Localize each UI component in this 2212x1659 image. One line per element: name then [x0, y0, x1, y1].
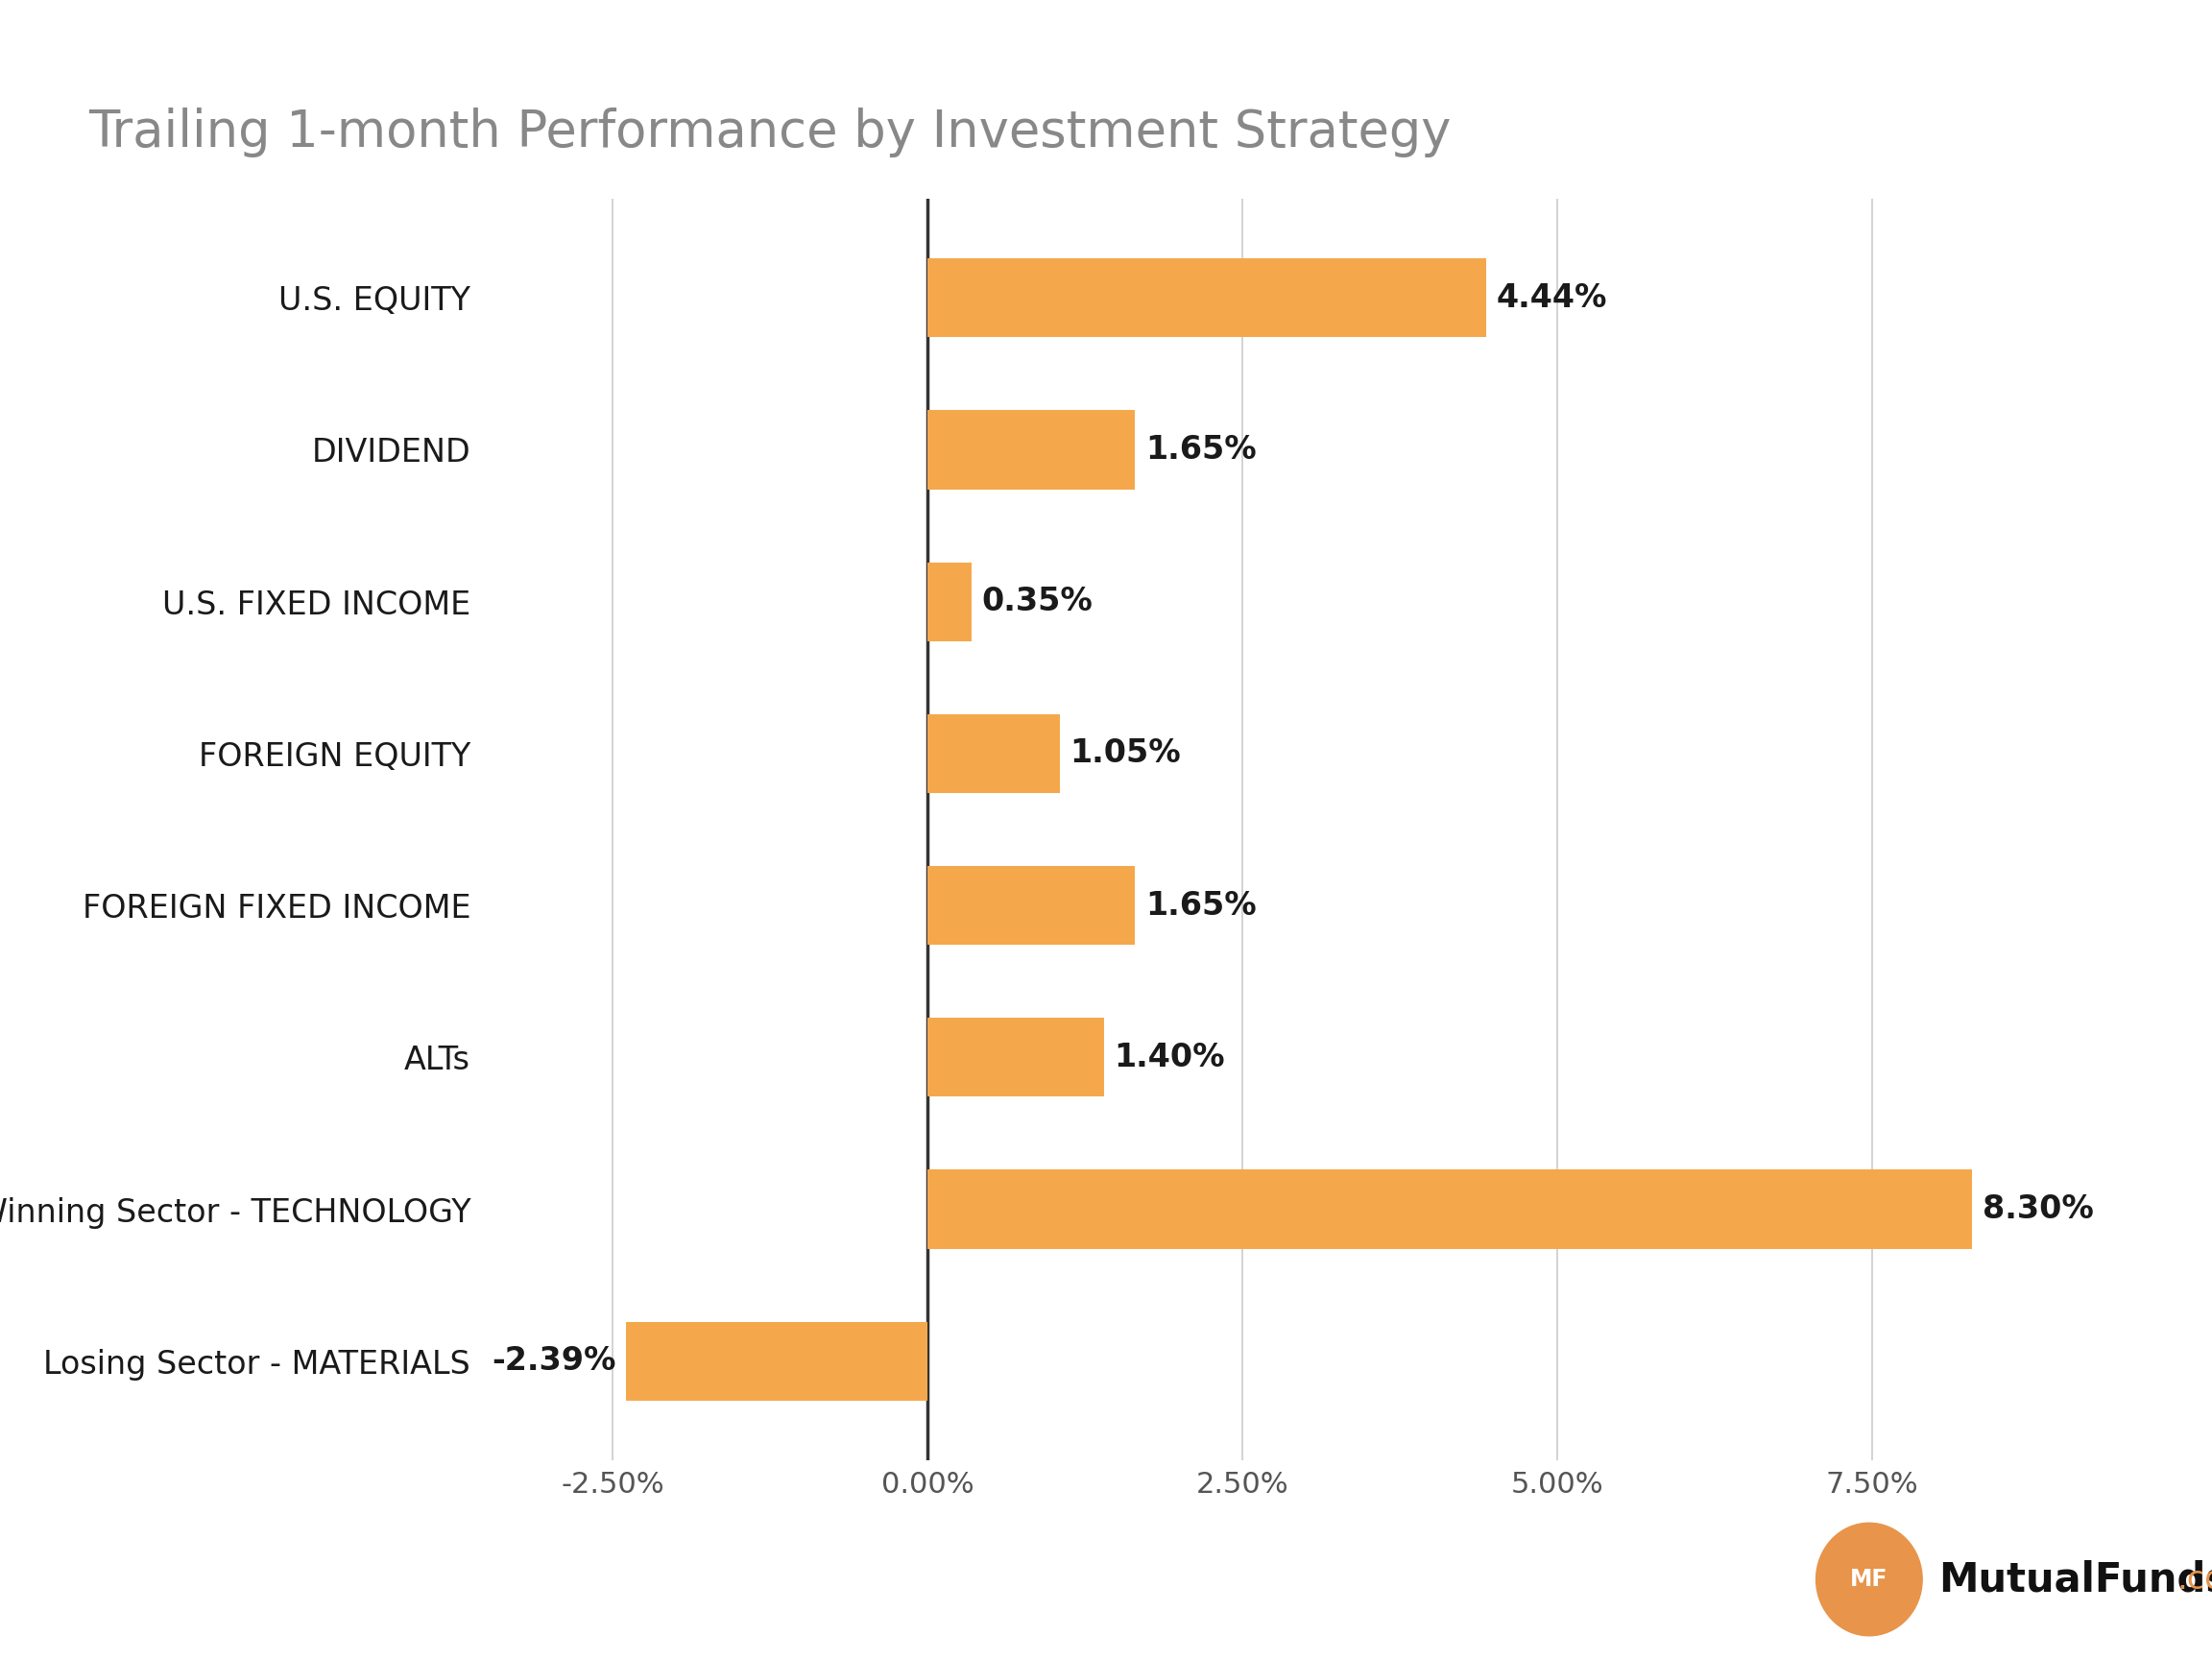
Text: 1.65%: 1.65% [1146, 889, 1256, 921]
Text: 4.44%: 4.44% [1498, 282, 1608, 314]
Bar [927, 713, 1060, 793]
Bar [927, 1170, 1973, 1249]
Bar [927, 259, 1486, 337]
Text: MF: MF [1849, 1568, 1889, 1591]
Text: 8.30%: 8.30% [1982, 1193, 2093, 1224]
Text: 0.35%: 0.35% [982, 586, 1093, 617]
Text: MutualFunds: MutualFunds [1938, 1559, 2212, 1599]
Text: 1.65%: 1.65% [1146, 435, 1256, 466]
Text: 1.05%: 1.05% [1071, 738, 1181, 770]
Bar [626, 1322, 927, 1400]
Bar [927, 866, 1135, 946]
Bar [927, 562, 971, 640]
Bar [927, 410, 1135, 489]
Text: 1.40%: 1.40% [1113, 1042, 1225, 1073]
Text: Trailing 1-month Performance by Investment Strategy: Trailing 1-month Performance by Investme… [88, 108, 1451, 158]
Text: -2.39%: -2.39% [491, 1345, 617, 1377]
Bar [927, 1019, 1104, 1097]
Text: .com: .com [2177, 1563, 2212, 1596]
